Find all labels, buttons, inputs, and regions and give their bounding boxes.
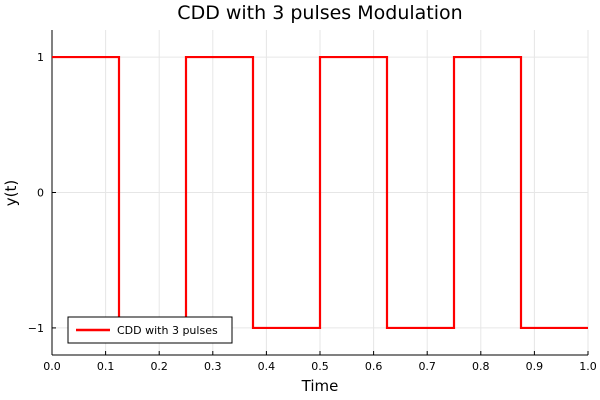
x-tick-label: 0.9 [526, 360, 544, 373]
x-tick-label: 0.6 [365, 360, 383, 373]
y-tick-label: 0 [37, 187, 44, 200]
x-tick-label: 1.0 [579, 360, 597, 373]
x-tick-label: 0.1 [97, 360, 115, 373]
y-axis-label: y(t) [2, 180, 20, 206]
y-tick-label: 1 [37, 51, 44, 64]
legend: CDD with 3 pulses [67, 316, 233, 344]
chart-title: CDD with 3 pulses Modulation [177, 2, 462, 24]
x-axis-label: Time [301, 377, 339, 395]
x-tick-label: 0.5 [311, 360, 329, 373]
x-tick-label: 0.4 [258, 360, 276, 373]
legend-label: CDD with 3 pulses [117, 324, 218, 337]
x-tick-label: 0.8 [472, 360, 490, 373]
x-tick-label: 0.3 [204, 360, 222, 373]
y-ticks: −1 0 1 [28, 51, 56, 335]
x-tick-label: 0.7 [418, 360, 436, 373]
x-tick-label: 0.0 [43, 360, 61, 373]
x-ticks: 0.0 0.1 0.2 0.3 0.4 0.5 0.6 0.7 0.8 0.9 1.0 [43, 351, 597, 373]
x-tick-label: 0.2 [150, 360, 168, 373]
y-tick-label: −1 [28, 322, 44, 335]
